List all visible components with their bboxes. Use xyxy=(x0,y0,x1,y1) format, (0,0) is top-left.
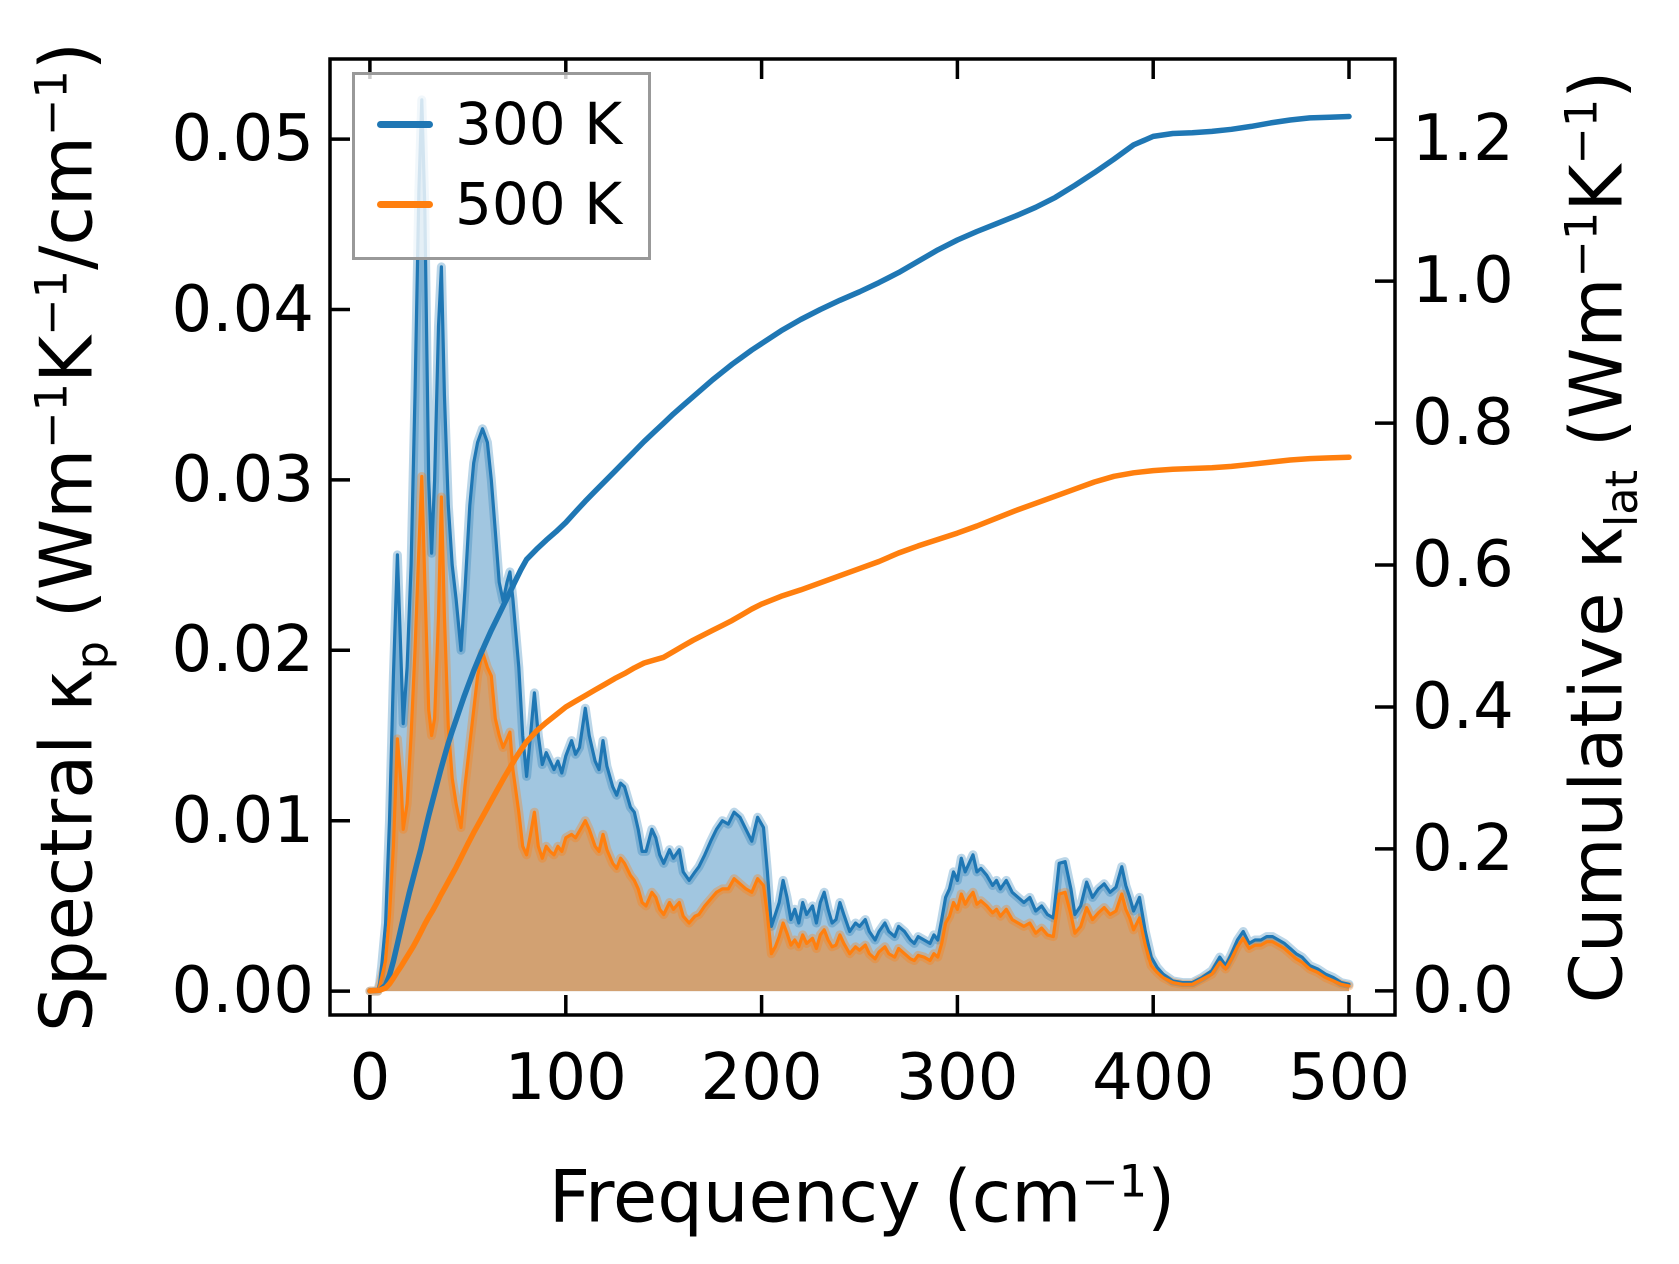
legend: 300 K 500 K xyxy=(352,72,652,260)
y-axis-label-right: Cumulative κlat (Wm−1K−1) xyxy=(1554,70,1648,1004)
xticklabel: 100 xyxy=(504,1041,627,1115)
spectral-line-500K xyxy=(368,474,1351,993)
axis-ticks xyxy=(330,59,1395,1015)
lticklabel: 0.03 xyxy=(171,442,315,517)
axes-spines xyxy=(328,57,1397,1017)
lticklabel: 0.02 xyxy=(171,613,315,688)
x-axis-label: Frequency (cm−1) xyxy=(548,1154,1176,1239)
xticklabel: 300 xyxy=(896,1041,1019,1115)
rticklabel: 1.2 xyxy=(1412,102,1514,177)
lticklabel: 0.00 xyxy=(171,954,315,1029)
xticklabel: 200 xyxy=(700,1041,823,1115)
plot-area xyxy=(365,95,1354,996)
cumulative-line-500K xyxy=(367,454,1352,994)
y-axis-label-left: Spectral κp (Wm−1K−1/cm−1) xyxy=(24,42,118,1032)
rticklabel: 0.8 xyxy=(1412,386,1514,461)
rticklabel: 1.0 xyxy=(1412,244,1514,319)
legend-swatch-icon xyxy=(377,121,433,129)
legend-label: 500 K xyxy=(455,169,623,238)
legend-label: 300 K xyxy=(455,90,623,158)
lticklabel: 0.05 xyxy=(171,102,315,177)
spectral-fill-500K xyxy=(369,476,1349,992)
xticklabel: 0 xyxy=(349,1041,391,1115)
xticklabel: 500 xyxy=(1287,1041,1411,1115)
rticklabel: 0.2 xyxy=(1412,811,1514,886)
legend-entry-300-k: 300 K xyxy=(377,90,623,158)
legend-swatch-icon xyxy=(377,201,433,209)
xticklabel: 400 xyxy=(1092,1041,1215,1115)
rticklabel: 0.4 xyxy=(1412,669,1514,744)
lticklabel: 0.04 xyxy=(171,272,315,347)
legend-entry-500-k: 500 K xyxy=(377,169,623,238)
lticklabel: 0.01 xyxy=(171,783,315,858)
spectral-line-300K xyxy=(368,98,1351,993)
cumulative-line-300K xyxy=(367,113,1352,994)
rticklabel: 0.0 xyxy=(1412,953,1514,1028)
rticklabel: 0.6 xyxy=(1412,528,1514,603)
